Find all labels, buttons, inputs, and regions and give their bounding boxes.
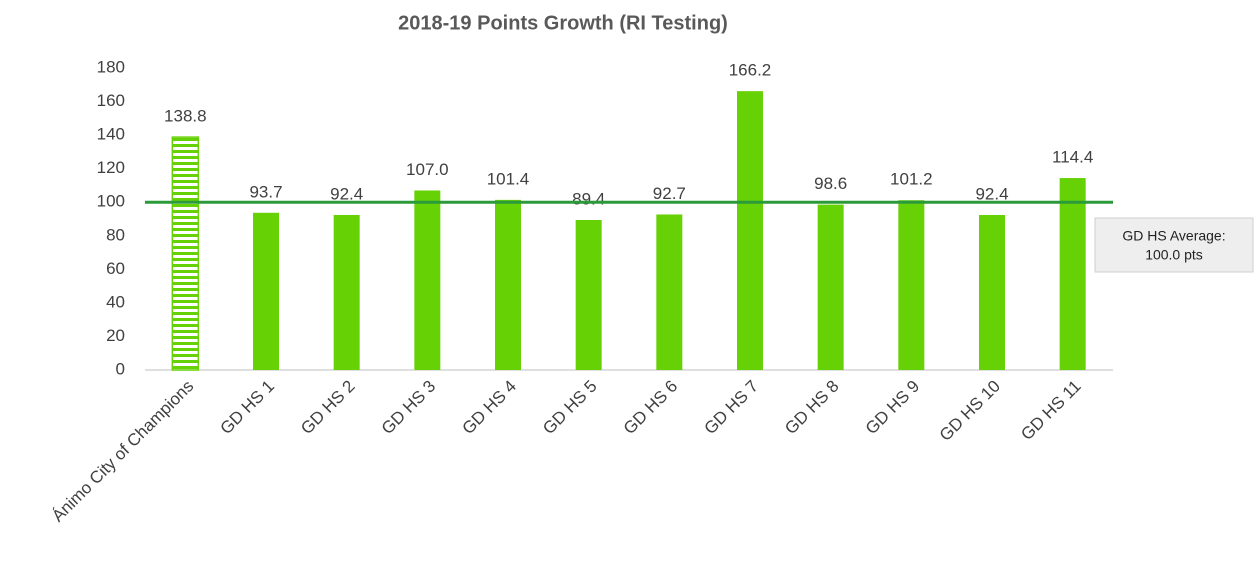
chart-title: 2018-19 Points Growth (RI Testing) <box>398 12 728 34</box>
bar <box>575 220 602 370</box>
x-tick-label: GD HS 1 <box>216 377 278 439</box>
value-label: 92.7 <box>653 184 686 203</box>
value-label: 89.4 <box>572 189 605 208</box>
value-label: 107.0 <box>406 160 449 179</box>
bar <box>898 200 925 370</box>
value-label: 92.4 <box>975 184 1008 203</box>
y-tick-label: 140 <box>97 125 125 144</box>
bar <box>1059 178 1086 370</box>
annotation-text: 100.0 pts <box>1145 247 1203 263</box>
x-tick-label: GD HS 9 <box>862 377 924 439</box>
y-tick-label: 180 <box>97 57 125 76</box>
x-tick-label: GD HS 6 <box>620 377 682 439</box>
x-tick-label: GD HS 3 <box>378 377 440 439</box>
x-tick-label: Ánimo City of Champions <box>48 377 197 526</box>
x-tick-label: GD HS 5 <box>539 377 601 439</box>
x-tick-label: GD HS 7 <box>700 377 762 439</box>
y-tick-label: 100 <box>97 192 125 211</box>
value-label: 98.6 <box>814 174 847 193</box>
bar <box>333 214 360 370</box>
value-label: 114.4 <box>1052 148 1093 167</box>
y-tick-label: 120 <box>97 158 125 177</box>
y-tick-label: 60 <box>106 259 125 278</box>
value-label: 101.2 <box>890 170 933 189</box>
y-tick-label: 80 <box>106 225 125 244</box>
annotation-text: GD HS Average: <box>1122 228 1225 244</box>
bar <box>414 190 441 370</box>
bar <box>495 199 521 370</box>
value-label: 92.4 <box>330 184 363 203</box>
annotation-box <box>1094 217 1254 273</box>
x-tick-label: GD HS 2 <box>297 377 359 439</box>
value-label: 166.2 <box>729 61 772 80</box>
bar <box>979 214 1005 370</box>
y-tick-label: 0 <box>116 359 125 378</box>
y-tick-label: 20 <box>106 326 125 345</box>
x-tick-label: GD HS 4 <box>458 377 520 439</box>
bar <box>253 212 279 370</box>
y-tick-label: 160 <box>97 91 125 110</box>
value-label: 138.8 <box>164 107 207 126</box>
x-tick-label: GD HS 11 <box>1017 377 1084 444</box>
bar <box>171 136 200 371</box>
x-tick-label: GD HS 10 <box>936 377 1004 445</box>
y-tick-label: 40 <box>106 292 125 311</box>
bar <box>737 91 763 371</box>
bar <box>817 204 844 370</box>
x-tick-label: GD HS 8 <box>781 377 843 439</box>
value-label: 101.4 <box>487 169 530 188</box>
value-label: 93.7 <box>249 182 282 201</box>
bar <box>656 214 683 370</box>
